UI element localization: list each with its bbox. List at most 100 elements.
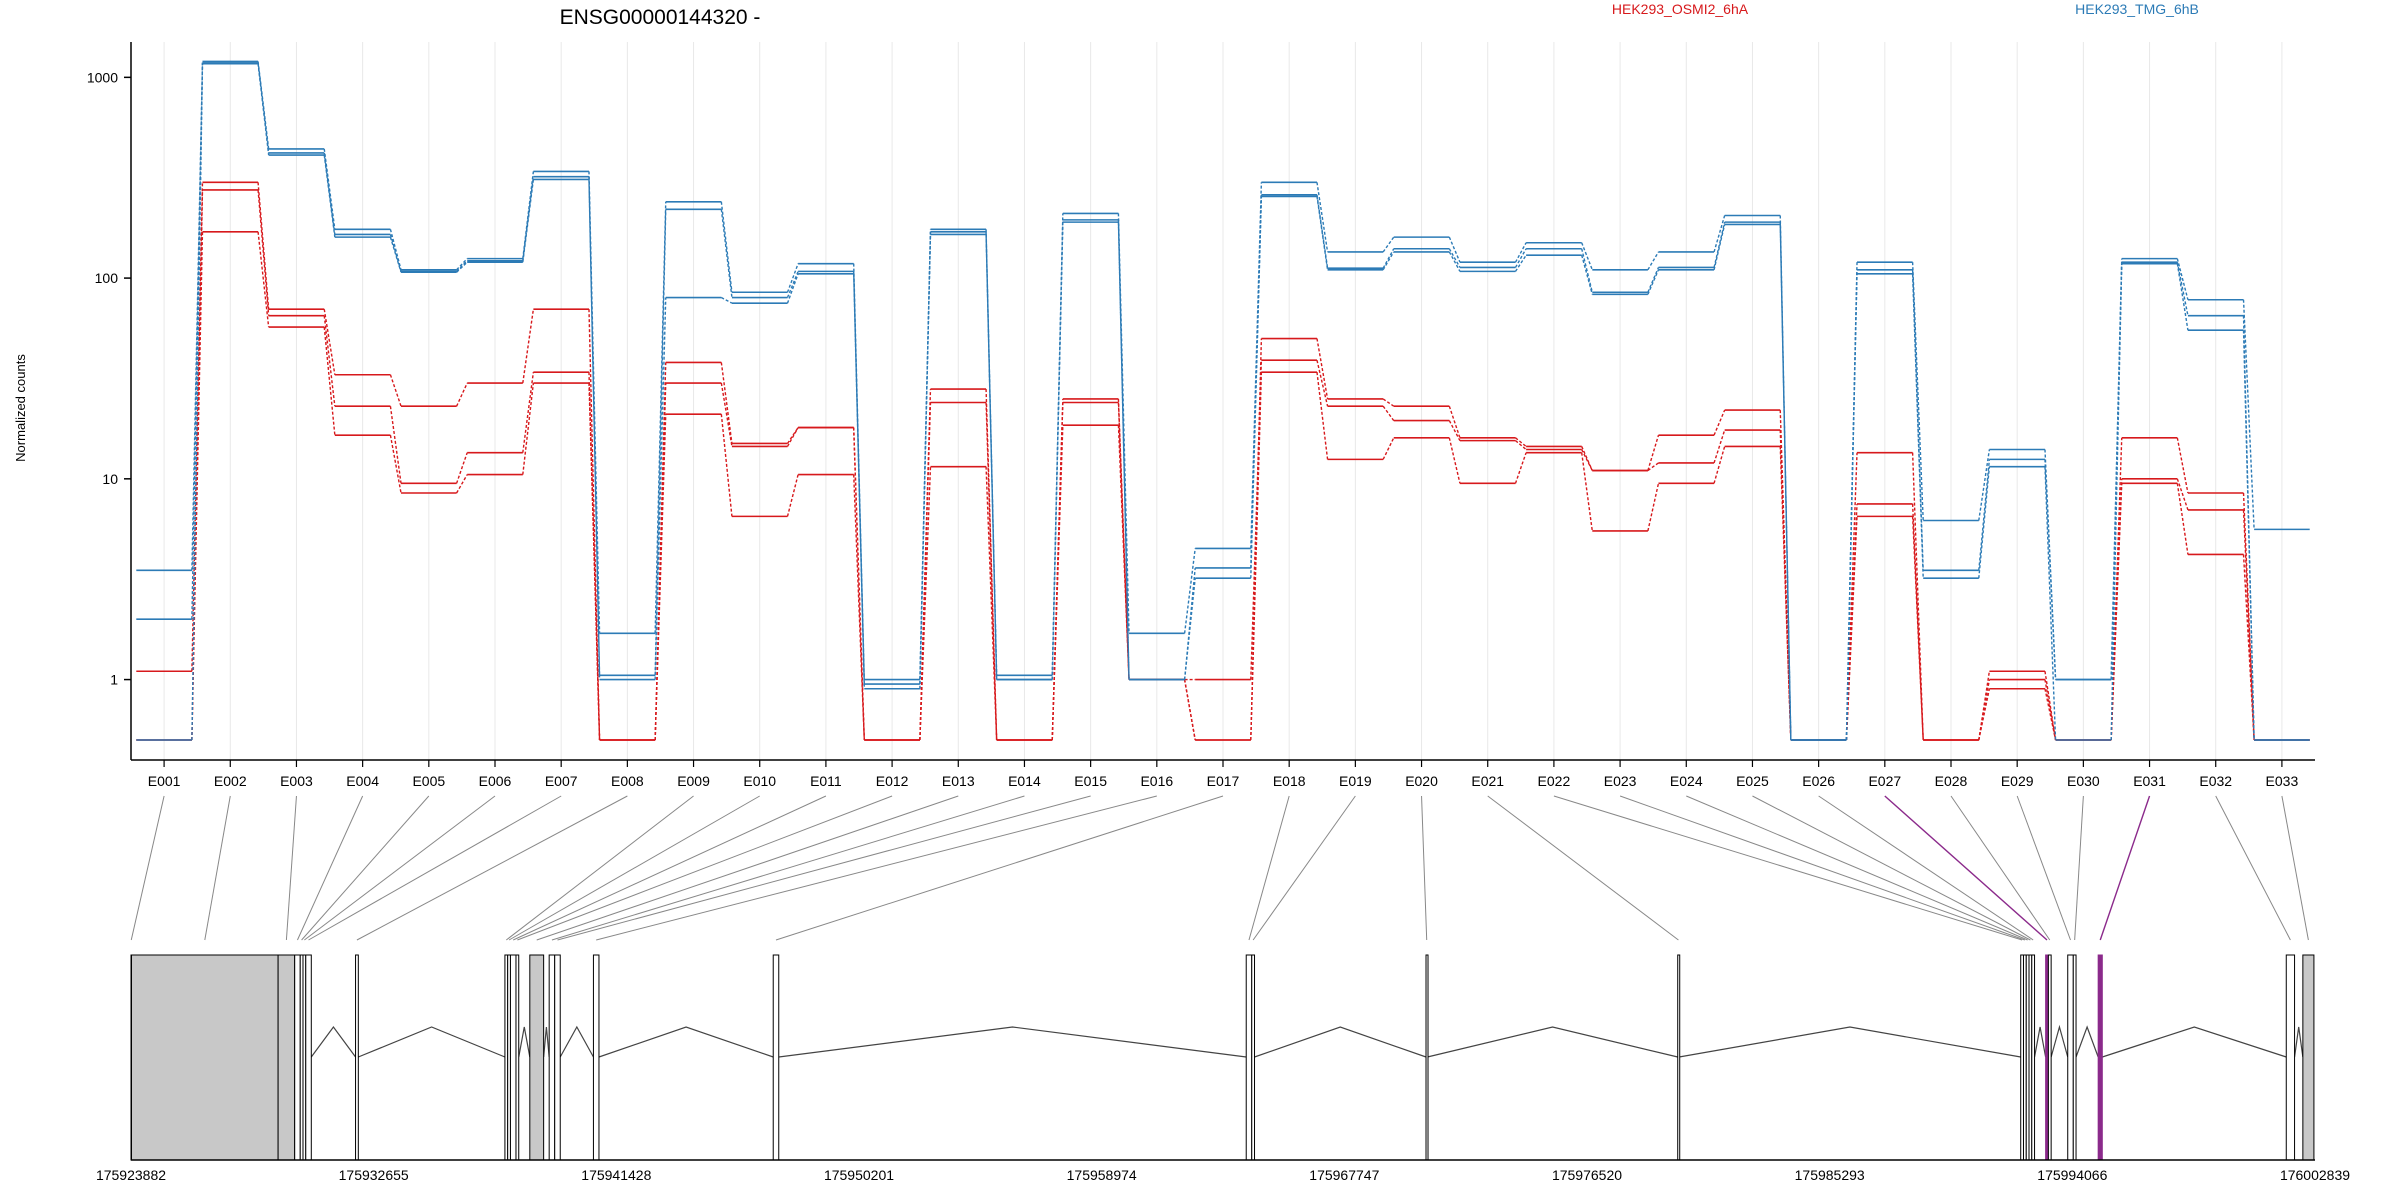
x-tick-label: E029 xyxy=(2001,773,2034,789)
series-connector xyxy=(654,414,667,741)
series-connector xyxy=(1978,679,1991,741)
exon-box xyxy=(355,954,359,1161)
series-connector xyxy=(323,154,336,238)
y-tick-label: 1 xyxy=(110,672,118,688)
series-connector xyxy=(1647,434,1660,471)
series-connector xyxy=(1183,548,1196,634)
x-tick-label: E024 xyxy=(1670,773,1703,789)
series-connector xyxy=(1978,466,1991,579)
x-tick-label: E007 xyxy=(545,773,578,789)
exon-box xyxy=(1251,954,1256,1161)
intron-line xyxy=(2102,1026,2287,1058)
exon-connector xyxy=(517,795,893,941)
series-connector xyxy=(1448,420,1461,441)
series-connector xyxy=(654,383,667,741)
exon-box xyxy=(277,954,296,1161)
series-connector xyxy=(1514,248,1527,268)
series-connector xyxy=(323,152,336,235)
series-connector xyxy=(2242,554,2255,741)
exon-box xyxy=(305,954,312,1161)
exon-box xyxy=(509,954,517,1161)
intron-line xyxy=(2075,1025,2099,1058)
x-tick-label: E020 xyxy=(1405,773,1438,789)
x-tick-label: E027 xyxy=(1868,773,1901,789)
x-tick-label: E010 xyxy=(743,773,776,789)
series-connector xyxy=(455,382,468,407)
exon-connector xyxy=(1487,795,1679,941)
chart-title: ENSG00000144320 - xyxy=(560,6,761,29)
series-connector xyxy=(1911,516,1924,741)
series-connector xyxy=(389,236,402,273)
series-connector xyxy=(2176,483,2189,555)
exon-box xyxy=(548,954,556,1161)
series-connector xyxy=(2044,466,2057,741)
series-connector xyxy=(1845,273,1858,741)
exon-box xyxy=(772,954,780,1161)
series-connector xyxy=(389,234,402,272)
x-tick-label: E003 xyxy=(280,773,313,789)
coordinate-axis: 175923882 175932655 175941428 175950201 1759… xyxy=(96,1159,2350,1183)
exon-connector xyxy=(536,795,959,941)
series-connector xyxy=(1647,483,1660,532)
series-connector xyxy=(2242,330,2255,741)
series-connector xyxy=(522,176,535,261)
series-connector xyxy=(2242,299,2255,530)
series-connector xyxy=(1845,516,1858,741)
coordinate-tick-label: 175923882 xyxy=(96,1167,166,1183)
exon-connector xyxy=(1950,795,2051,941)
series-connector xyxy=(1779,224,1792,741)
series-connector xyxy=(522,382,535,475)
series-connector xyxy=(455,452,468,484)
series-connector xyxy=(1183,679,1196,741)
x-tick-label: E023 xyxy=(1604,773,1637,789)
x-axis-exon-ticks: E001 E002 E003 E004 E005 E006 E007 E008 E009 E010… xyxy=(148,760,2298,789)
series-lines xyxy=(136,60,2310,741)
series-connector xyxy=(853,427,865,741)
series-connector xyxy=(2176,258,2189,300)
series-connector xyxy=(1911,273,1924,579)
series-connector xyxy=(1316,196,1329,270)
series-connector xyxy=(1448,251,1461,272)
series-connector xyxy=(1647,462,1659,472)
x-tick-label: E001 xyxy=(148,773,181,789)
exon-connector xyxy=(775,795,1224,941)
x-tick-label: E018 xyxy=(1273,773,1306,789)
series-connector xyxy=(853,271,865,685)
intron-line xyxy=(1679,1026,2021,1058)
exon-box xyxy=(2285,954,2296,1161)
series-connector xyxy=(191,62,204,620)
exon-box xyxy=(2072,954,2077,1161)
coordinate-tick-label: 175950201 xyxy=(824,1167,894,1183)
series-connector xyxy=(1581,255,1593,295)
series-connector xyxy=(654,297,667,680)
series-connector xyxy=(786,427,799,444)
series-connector xyxy=(588,179,601,680)
intron-line xyxy=(2293,1026,2304,1058)
exon-connector xyxy=(596,795,1157,941)
series-connector xyxy=(1448,405,1461,439)
series-connector xyxy=(2110,263,2123,741)
exon-connector xyxy=(1421,795,1428,941)
series-connector xyxy=(1647,269,1660,295)
exon-box xyxy=(2097,954,2103,1161)
legend-label-tmg: HEK293_TMG_6hB xyxy=(2075,1,2199,17)
series-connector xyxy=(1713,429,1726,464)
series-connector xyxy=(1514,254,1527,272)
series-connector xyxy=(257,231,270,328)
series-connector xyxy=(919,229,932,680)
series-connector xyxy=(1250,196,1263,579)
series-connector xyxy=(1779,222,1792,741)
exon-connector xyxy=(1619,795,2026,941)
series-connector xyxy=(1581,248,1593,293)
series-connector xyxy=(456,474,468,494)
x-tick-label: E012 xyxy=(876,773,909,789)
series-connector xyxy=(257,62,270,154)
exon-box xyxy=(2031,954,2036,1161)
exon-connector xyxy=(508,795,760,941)
series-connector xyxy=(389,374,402,407)
series-connector xyxy=(522,309,535,384)
series-connector xyxy=(1117,219,1130,680)
series-connector xyxy=(720,362,733,444)
exon-box xyxy=(1245,954,1253,1161)
